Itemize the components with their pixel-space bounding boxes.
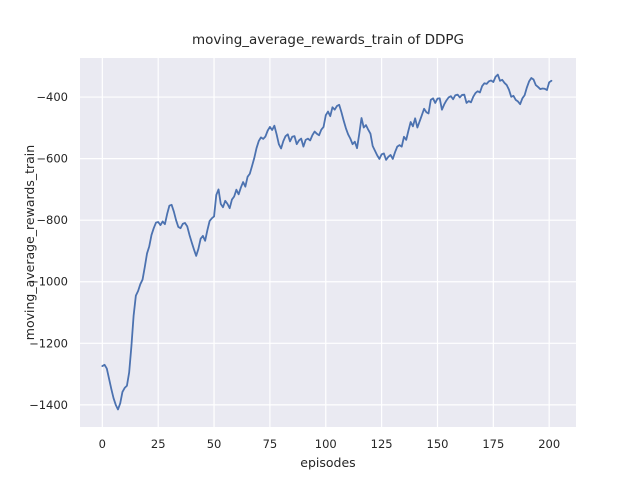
x-axis-label: episodes	[300, 455, 355, 470]
y-tick-label: −800	[36, 213, 68, 227]
x-tick-label: 175	[482, 437, 504, 451]
x-tick-label: 200	[538, 437, 560, 451]
line-series-group	[101, 73, 553, 411]
y-tick-label: −1000	[29, 275, 68, 289]
y-tick-label: −400	[36, 90, 68, 104]
x-tick-label: 75	[263, 437, 278, 451]
y-tick-labels: −1400 −1200 −1000 −800 −600 −400	[29, 90, 68, 412]
y-tick-label: −600	[36, 152, 68, 166]
x-tick-label: 150	[427, 437, 449, 451]
x-tick-label: 25	[151, 437, 166, 451]
x-tick-label: 125	[371, 437, 393, 451]
reward-line	[101, 73, 553, 411]
x-tick-label: 50	[207, 437, 222, 451]
x-tick-label: 100	[315, 437, 337, 451]
x-tick-labels: 0 25 50 75 100 125 150 175 200	[99, 437, 560, 451]
chart-title: moving_average_rewards_train of DDPG	[192, 32, 464, 48]
gridlines	[80, 58, 576, 427]
x-tick-label: 0	[99, 437, 106, 451]
y-tick-label: −1200	[29, 336, 68, 350]
y-tick-label: −1400	[29, 398, 68, 412]
y-axis-label: moving_average_rewards_train	[22, 145, 37, 340]
